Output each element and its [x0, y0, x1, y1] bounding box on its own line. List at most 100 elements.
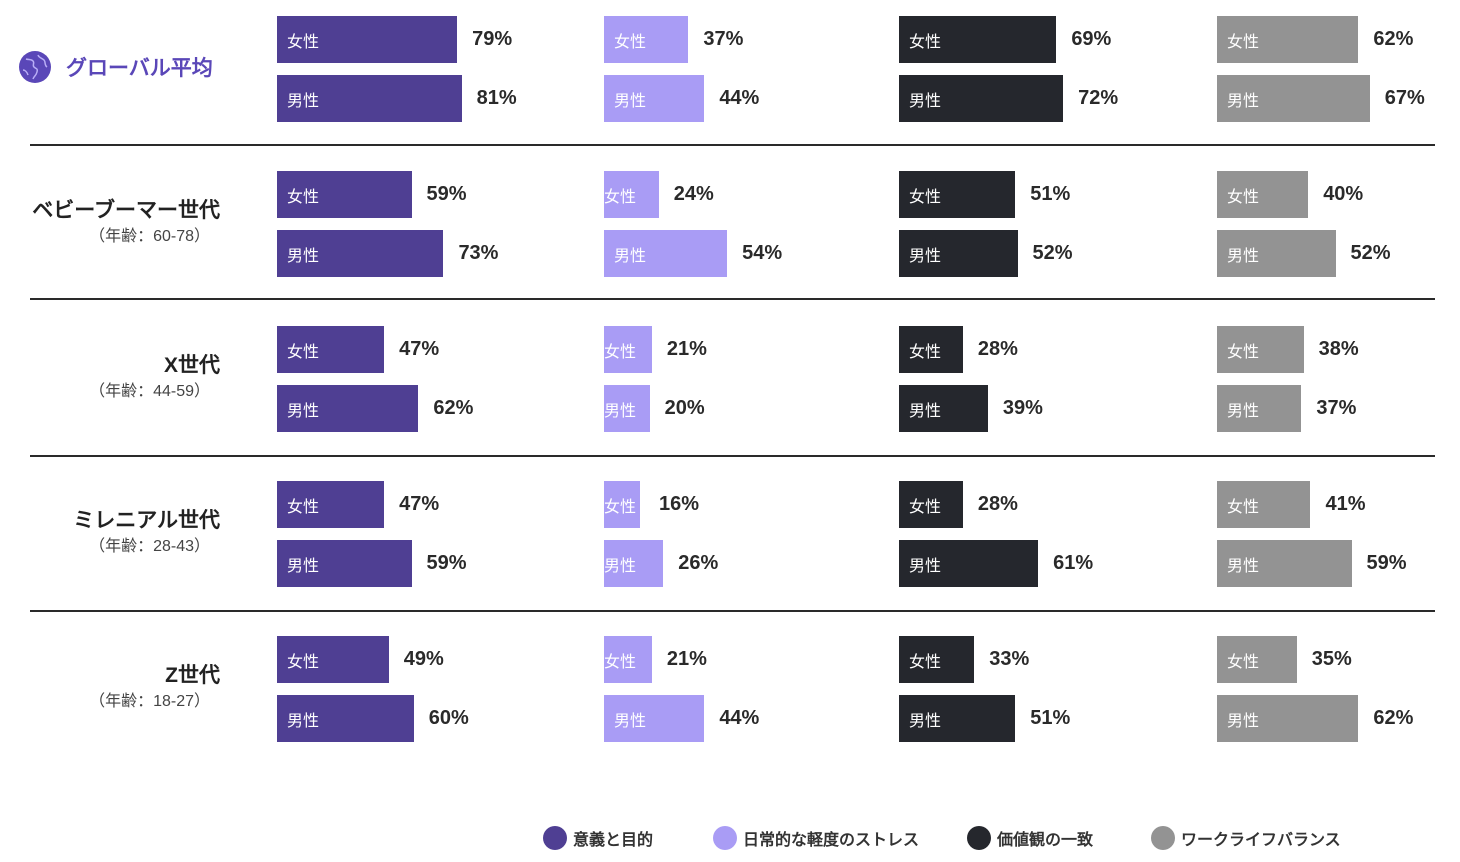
bar-values-men: 男性 — [899, 230, 1018, 277]
bar-gender-label: 女性 — [909, 343, 942, 361]
legend-label: ワークライフバランス — [1181, 832, 1341, 849]
bar-value-label: 52% — [1032, 242, 1073, 264]
bar-gender-label: 男性 — [287, 402, 320, 420]
bar-gender-label: 男性 — [287, 92, 320, 110]
group-title: ミレニアル世代 — [73, 509, 220, 532]
bar-gender-label: 女性 — [604, 343, 637, 361]
bar-balance-men: 男性 — [1217, 230, 1336, 277]
bar-gender-label: 男性 — [287, 712, 320, 730]
legend-item-values: 価値観の一致 — [967, 826, 1093, 850]
bar-purpose-women: 女性 — [277, 636, 389, 683]
bar-value-label: 44% — [719, 707, 760, 729]
bar-gender-label: 男性 — [287, 247, 320, 265]
bar-value-label: 60% — [428, 707, 469, 729]
bar-purpose-men: 男性 — [277, 540, 412, 587]
bar-gender-label: 男性 — [1227, 712, 1260, 730]
bar-values-men: 男性 — [899, 385, 988, 432]
group-title: Z世代 — [165, 664, 220, 687]
bar-gender-label: 男性 — [604, 557, 637, 575]
bar-gender-label: 男性 — [604, 402, 637, 420]
bar-gender-label: 男性 — [614, 247, 647, 265]
bar-value-label: 39% — [1002, 397, 1043, 419]
group-age-range: （年齢：28-43） — [89, 538, 210, 555]
bar-gender-label: 男性 — [909, 92, 942, 110]
bar-value-label: 21% — [666, 338, 707, 360]
bar-balance-women: 女性 — [1217, 636, 1297, 683]
bar-value-label: 26% — [678, 552, 719, 574]
bar-value-label: 54% — [742, 242, 783, 264]
bar-value-label: 33% — [989, 648, 1030, 670]
bar-gender-label: 女性 — [604, 653, 637, 671]
bar-values-men: 男性 — [899, 75, 1064, 122]
bar-stress-men: 男性 — [604, 75, 705, 122]
bar-value-label: 40% — [1323, 183, 1364, 205]
bar-value-label: 59% — [1366, 552, 1407, 574]
bar-gender-label: 女性 — [614, 33, 647, 51]
bar-values-men: 男性 — [899, 695, 1016, 742]
bar-gender-label: 女性 — [604, 188, 637, 206]
bar-gender-label: 女性 — [1227, 343, 1260, 361]
bar-purpose-men: 男性 — [277, 385, 419, 432]
bar-values-women: 女性 — [899, 636, 975, 683]
bar-value-label: 49% — [403, 648, 444, 670]
bar-gender-label: 女性 — [287, 498, 320, 516]
bar-purpose-women: 女性 — [277, 171, 412, 218]
bar-values-women: 女性 — [899, 326, 963, 373]
legend-item-balance: ワークライフバランス — [1151, 826, 1341, 850]
bar-gender-label: 男性 — [287, 557, 320, 575]
bar-value-label: 62% — [1373, 28, 1414, 50]
bar-gender-label: 女性 — [909, 653, 942, 671]
bar-value-label: 37% — [1316, 397, 1357, 419]
bar-value-label: 37% — [703, 28, 744, 50]
bar-purpose-women: 女性 — [277, 16, 458, 63]
legend-swatch-stress-icon — [713, 826, 737, 850]
bar-value-label: 59% — [426, 552, 467, 574]
bar-value-label: 62% — [433, 397, 474, 419]
group-divider — [30, 455, 1435, 457]
bar-values-women: 女性 — [899, 481, 963, 528]
bar-value-label: 20% — [664, 397, 705, 419]
bar-value-label: 81% — [476, 87, 517, 109]
bar-value-label: 35% — [1311, 648, 1352, 670]
bar-value-label: 21% — [666, 648, 707, 670]
bar-balance-men: 男性 — [1217, 695, 1359, 742]
bar-gender-label: 男性 — [1227, 557, 1260, 575]
bar-balance-men: 男性 — [1217, 75, 1370, 122]
bar-gender-label: 男性 — [1227, 402, 1260, 420]
bar-gender-label: 男性 — [909, 557, 942, 575]
global-average-label: グローバル平均 — [18, 50, 213, 84]
bar-purpose-women: 女性 — [277, 481, 385, 528]
bar-stress-women: 女性 — [604, 171, 659, 218]
bar-gender-label: 女性 — [287, 33, 320, 51]
group-age-range: （年齢：44-59） — [89, 383, 210, 400]
bar-value-label: 47% — [399, 493, 440, 515]
bar-value-label: 24% — [673, 183, 714, 205]
bar-gender-label: 女性 — [287, 343, 320, 361]
group-divider — [30, 298, 1435, 300]
bar-values-men: 男性 — [899, 540, 1039, 587]
bar-balance-women: 女性 — [1217, 16, 1359, 63]
legend-item-purpose: 意義と目的 — [543, 826, 653, 850]
bar-stress-men: 男性 — [604, 695, 705, 742]
legend-swatch-purpose-icon — [543, 826, 567, 850]
bar-values-women: 女性 — [899, 16, 1057, 63]
bar-value-label: 72% — [1078, 87, 1119, 109]
bar-gender-label: 女性 — [287, 653, 320, 671]
group-title: X世代 — [163, 354, 220, 377]
bar-balance-women: 女性 — [1217, 326, 1304, 373]
legend-label: 価値観の一致 — [997, 832, 1094, 849]
bar-gender-label: 女性 — [604, 498, 637, 516]
bar-gender-label: 女性 — [909, 498, 942, 516]
bar-value-label: 44% — [719, 87, 760, 109]
bar-value-label: 73% — [458, 242, 499, 264]
bar-balance-men: 男性 — [1217, 385, 1302, 432]
bar-gender-label: 男性 — [909, 712, 942, 730]
bar-stress-men: 男性 — [604, 230, 728, 277]
legend-swatch-values-icon — [967, 826, 991, 850]
bar-gender-label: 女性 — [1227, 33, 1260, 51]
bar-value-label: 47% — [399, 338, 440, 360]
bar-stress-women: 女性 — [604, 326, 652, 373]
bar-gender-label: 女性 — [1227, 498, 1260, 516]
group-divider — [30, 610, 1435, 612]
group-divider — [30, 144, 1435, 146]
